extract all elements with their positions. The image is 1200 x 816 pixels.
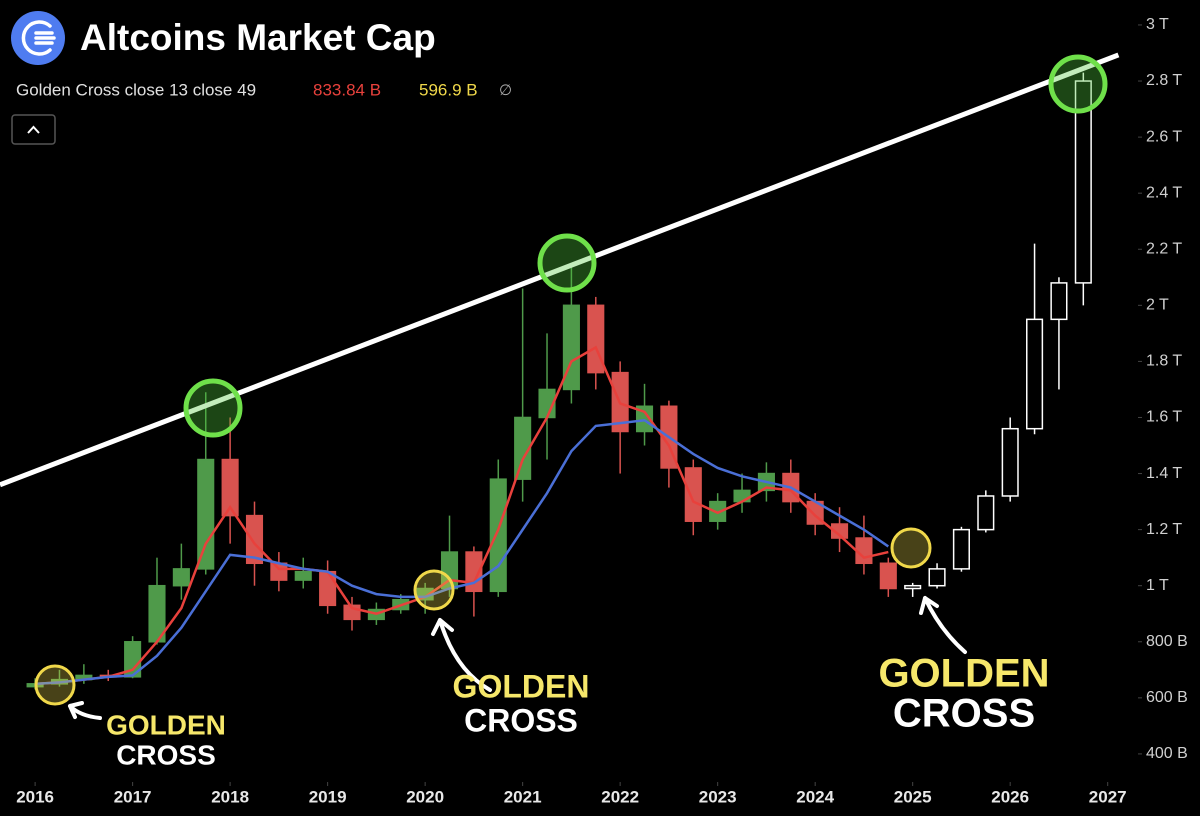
x-tick-label: 2018 <box>211 787 249 806</box>
y-tick-label: 3 T <box>1146 16 1169 33</box>
arrow <box>919 596 967 654</box>
candle-body <box>197 458 215 570</box>
y-tick-label: 1.8 T <box>1146 353 1182 370</box>
candle-body <box>489 478 507 593</box>
legend-symbol: ∅ <box>499 82 512 99</box>
legend-name: Golden Cross close 13 close 49 <box>16 80 256 99</box>
y-tick-label: 2.8 T <box>1146 72 1182 89</box>
x-tick-label: 2022 <box>601 787 639 806</box>
candle-body <box>684 467 702 522</box>
candle-body <box>879 562 897 590</box>
x-tick-label: 2025 <box>894 787 932 806</box>
plot-area: 3 T 2.8 T 2.6 T 2.4 T 2.2 T 2 T 1.8 T 1.6 T 1.4 … <box>0 16 1188 806</box>
chevron-icon <box>27 125 40 134</box>
button-frame[interactable] <box>11 114 56 145</box>
candle-body <box>221 458 239 517</box>
cross-circle <box>34 664 76 706</box>
legend-value: 596.9 B <box>419 80 478 99</box>
cross-markers <box>34 527 932 706</box>
y-tick-label: 800 B <box>1146 633 1188 650</box>
x-tick-label: 2019 <box>309 787 347 806</box>
x-tick-label: 2017 <box>114 787 152 806</box>
candle-body <box>952 528 970 570</box>
candle-body <box>172 568 190 587</box>
peak-markers <box>183 54 1108 438</box>
candle-body <box>733 489 751 503</box>
annotation-text: CROSS <box>893 692 1035 736</box>
collapse-button[interactable] <box>11 114 56 145</box>
arrow <box>431 618 492 692</box>
annotation-text: CROSS <box>464 702 578 738</box>
x-tick-label: 2016 <box>16 787 54 806</box>
logo-arc <box>21 20 52 56</box>
y-tick-label: 600 B <box>1146 689 1188 706</box>
y-tick-label: 400 B <box>1146 745 1188 762</box>
annotation-text: GOLDEN <box>453 668 590 704</box>
candle-body <box>635 405 654 433</box>
x-tick-label: 2023 <box>699 787 737 806</box>
candle-body <box>1001 427 1019 497</box>
x-tick-label: 2021 <box>504 787 542 806</box>
moving-average-line <box>35 345 889 686</box>
annotation-text: GOLDEN <box>106 709 226 740</box>
candle-body <box>904 584 922 590</box>
peak-circle <box>183 378 243 438</box>
y-tick-label: 1.6 T <box>1146 409 1182 426</box>
arrow <box>68 701 102 720</box>
candle-body <box>928 568 946 587</box>
peak-circle <box>537 233 597 293</box>
y-tick-label: 1.2 T <box>1146 521 1182 538</box>
candle-body <box>294 570 312 581</box>
candle-body <box>855 537 873 565</box>
candle-body <box>245 514 264 565</box>
candle-body <box>1026 318 1044 430</box>
y-tick-label: 2.2 T <box>1146 240 1182 257</box>
candle-body <box>1050 282 1068 321</box>
logo <box>11 11 65 65</box>
legend-value: 833.84 B <box>313 80 381 99</box>
moving-average-line <box>35 418 890 686</box>
y-tick-label: 1 T <box>1146 577 1169 594</box>
candle-body <box>319 570 337 607</box>
x-tick-label: 2026 <box>991 787 1029 806</box>
annotation-text: GOLDEN <box>878 652 1049 696</box>
y-tick-label: 2.4 T <box>1146 184 1182 201</box>
peak-circle <box>1048 54 1108 114</box>
candle-body <box>1074 80 1092 284</box>
candle-body <box>830 523 849 539</box>
candle-body <box>977 495 995 531</box>
cross-circle <box>413 569 455 611</box>
arrows <box>68 596 967 720</box>
annotation-text: CROSS <box>116 739 216 770</box>
y-tick-label: 2 T <box>1146 297 1169 314</box>
y-tick-label: 2.6 T <box>1146 128 1182 145</box>
y-tick-label: 1.4 T <box>1146 465 1182 482</box>
x-tick-label: 2020 <box>406 787 444 806</box>
candle-body <box>709 500 727 522</box>
chart-title: Altcoins Market Cap <box>80 17 436 58</box>
x-tick-label: 2024 <box>796 787 834 806</box>
cross-circle <box>890 527 932 569</box>
x-tick-label: 2027 <box>1089 787 1127 806</box>
